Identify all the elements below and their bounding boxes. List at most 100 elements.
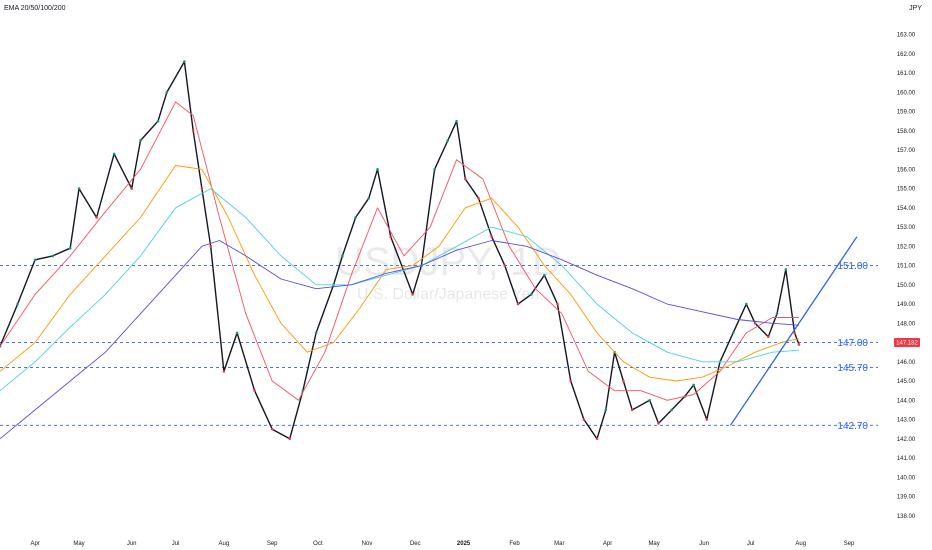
- y-tick-label: 149.00: [897, 302, 916, 308]
- close-point: [745, 302, 748, 306]
- close-point: [595, 437, 599, 441]
- close-point: [670, 408, 673, 412]
- ema20-line: [0, 101, 799, 401]
- watermark-name: U.S. Dollar/Japanese Yen: [357, 286, 539, 303]
- close-point: [77, 187, 81, 190]
- x-tick-label: Mar: [554, 541, 564, 547]
- ema200-line: [0, 240, 800, 440]
- plot-area: 151.00 147.00 145.70 142.70: [0, 60, 878, 441]
- close-point: [775, 312, 779, 315]
- close-point: [95, 216, 98, 219]
- y-tick-label: 148.00: [897, 321, 916, 327]
- close-point: [622, 379, 625, 383]
- close-point: [556, 302, 559, 306]
- close-point: [209, 245, 213, 248]
- close-point: [288, 437, 292, 441]
- x-tick-label: Jul: [747, 541, 755, 547]
- y-tick-label: 163.00: [897, 33, 916, 39]
- close-point: [477, 196, 480, 200]
- x-tick-label: Jun: [699, 541, 709, 547]
- x-tick-label: Oct: [313, 541, 323, 547]
- y-tick-label: 151.00: [897, 264, 916, 270]
- close-point: [692, 383, 695, 387]
- level-label: 151.00: [837, 261, 868, 272]
- close-point: [516, 302, 520, 306]
- y-tick-label: 138.00: [897, 514, 916, 520]
- close-point: [411, 293, 414, 296]
- x-tick-label: May: [73, 541, 84, 547]
- close-point: [630, 408, 634, 412]
- watermark: USDJPY, 1D U.S. Dollar/Japanese Yen: [335, 240, 561, 303]
- y-tick-label: 153.00: [897, 225, 916, 231]
- close-point: [314, 331, 318, 335]
- y-tick-label: 152.00: [897, 244, 916, 250]
- close-point: [389, 235, 393, 238]
- x-tick-label: Sep: [267, 541, 278, 547]
- x-tick-label: Sep: [844, 541, 855, 547]
- close-point: [503, 264, 507, 267]
- close-point: [376, 168, 379, 171]
- close-point: [139, 139, 142, 142]
- close-point: [464, 177, 467, 181]
- x-tick-label: May: [648, 541, 659, 547]
- currency-label: JPY: [909, 5, 922, 12]
- close-point: [367, 196, 371, 200]
- close-point: [33, 258, 37, 262]
- close-point: [165, 91, 169, 94]
- close-point: [156, 119, 160, 123]
- close-point: [582, 418, 586, 421]
- close-point: [731, 331, 735, 335]
- y-tick-label: 157.00: [897, 148, 916, 154]
- close-point: [130, 187, 133, 190]
- y-tick-label: 140.00: [897, 475, 916, 481]
- y-tick-label: 146.00: [897, 360, 916, 366]
- close-point: [529, 293, 533, 296]
- close-point: [112, 152, 116, 156]
- level-label: 142.70: [837, 421, 868, 432]
- close-point: [766, 335, 770, 339]
- close-point: [446, 139, 450, 142]
- y-tick-label: 160.00: [897, 90, 916, 96]
- x-tick-label: 2025: [457, 541, 471, 547]
- last-price-tag: [894, 338, 920, 348]
- close-point: [648, 398, 652, 402]
- close-point: [784, 268, 788, 271]
- y-tick-label: 141.00: [897, 456, 916, 462]
- ema100-line: [0, 188, 800, 392]
- close-point: [705, 418, 709, 421]
- x-tick-label: Dec: [410, 541, 421, 547]
- y-tick-label: 150.00: [897, 283, 916, 289]
- x-tick-label: Aug: [795, 541, 806, 547]
- x-axis: Apr May Jun Jul Aug Sep Oct Nov Dec 2025 Feb Mar Apr…: [30, 541, 855, 547]
- close-point: [16, 302, 19, 306]
- y-tick-label: 144.00: [897, 398, 916, 404]
- watermark-symbol: USDJPY, 1D: [335, 240, 561, 284]
- y-tick-label: 155.00: [897, 187, 916, 193]
- y-axis: 163.00 162.00 161.00 160.00 159.00 158.00 157.…: [894, 33, 920, 520]
- trendline: [729, 236, 858, 426]
- y-tick-label: 161.00: [897, 71, 916, 77]
- y-tick-label: 145.00: [897, 379, 916, 385]
- close-point: [543, 273, 546, 277]
- close-line: [0, 60, 800, 440]
- close-point: [51, 254, 54, 258]
- close-point: [604, 408, 608, 412]
- last-price-label: 147.182: [896, 341, 918, 347]
- x-tick-label: Apr: [30, 541, 39, 547]
- close-point: [354, 216, 357, 219]
- x-tick-label: Aug: [219, 541, 230, 547]
- close-point: [490, 235, 493, 238]
- level-label: 145.70: [837, 363, 868, 374]
- close-point: [191, 129, 195, 133]
- y-tick-label: 143.00: [897, 418, 916, 424]
- x-tick-label: Apr: [603, 541, 612, 547]
- y-tick-label: 162.00: [897, 52, 916, 58]
- close-point: [657, 422, 660, 425]
- level-label: 147.00: [837, 338, 868, 349]
- y-tick-label: 154.00: [897, 206, 916, 212]
- ema50-line: [0, 165, 800, 382]
- close-point: [753, 322, 757, 325]
- y-tick-label: 142.00: [897, 437, 916, 443]
- close-point: [68, 246, 72, 250]
